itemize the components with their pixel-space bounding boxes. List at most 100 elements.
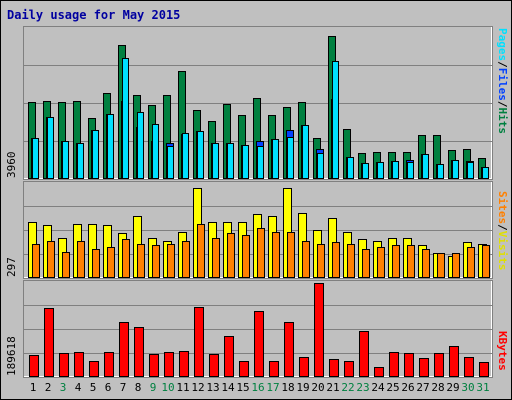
x-tick-label-day-10: 10 (161, 381, 175, 394)
pages-bar-day-20 (317, 153, 324, 179)
sites-bar-day-10 (167, 244, 175, 278)
x-tick-label-day-1: 1 (29, 381, 37, 394)
pages-bar-day-11 (182, 133, 189, 179)
pages-bar-day-27 (422, 154, 429, 179)
kbytes-bar-day-6 (104, 352, 114, 377)
kbytes-bar-day-1 (29, 355, 39, 377)
pages-bar-day-10 (167, 146, 174, 179)
sites-bar-day-25 (392, 245, 400, 278)
pages-bar-day-3 (62, 141, 69, 179)
sites-bar-day-30 (467, 247, 475, 278)
x-tick-label-day-21: 21 (326, 381, 340, 394)
sites-bar-day-31 (482, 245, 490, 278)
x-tick-label-day-28: 28 (431, 381, 445, 394)
visits-sites-panel (23, 181, 493, 279)
sites-bar-day-7 (122, 239, 130, 278)
kbytes-bar-day-11 (179, 351, 189, 377)
kbytes-bar-day-22 (344, 361, 354, 377)
sites-bar-day-6 (107, 247, 115, 278)
kbytes-bar-day-19 (299, 357, 309, 377)
hits-files-pages-legend: Pages/Files/Hits (495, 28, 509, 178)
x-tick-label-day-14: 14 (221, 381, 235, 394)
x-tick-label-day-24: 24 (371, 381, 385, 394)
hits-files-pages-panel (23, 26, 493, 180)
x-tick-label-day-31: 31 (476, 381, 490, 394)
kbytes-bar-day-3 (59, 353, 69, 377)
sites-bar-day-24 (377, 247, 385, 278)
kbytes-bar-day-24 (374, 367, 384, 377)
sites-bar-day-19 (302, 241, 310, 278)
pages-bar-day-29 (452, 160, 459, 179)
pages-bar-day-17 (272, 139, 279, 179)
sites-bar-day-20 (317, 244, 325, 278)
legend-files: Files (496, 67, 509, 101)
sites-bar-day-23 (362, 249, 370, 278)
hits-ymax-label: 3960 (5, 151, 18, 179)
kbytes-bar-day-10 (164, 352, 174, 377)
pages-bar-day-31 (482, 167, 489, 179)
kbytes-legend: KBytes (495, 331, 509, 377)
x-tick-label-day-22: 22 (341, 381, 355, 394)
legend-visits: Visits (496, 230, 509, 271)
x-tick-label-day-6: 6 (104, 381, 112, 394)
x-tick-label-day-3: 3 (59, 381, 67, 394)
sites-bar-day-15 (242, 235, 250, 278)
pages-bar-day-18 (287, 137, 294, 179)
kbytes-bar-day-17 (269, 361, 279, 377)
x-axis-day-labels: 1 2 3 4 5 6 7 8 9 10 11 12 13 14 15 16 17 18 19 20 21 22 23 24 2… (23, 381, 493, 397)
pages-bar-day-19 (302, 125, 309, 179)
kbytes-bar-day-30 (464, 357, 474, 377)
kbytes-bar-day-28 (434, 353, 444, 377)
x-tick-label-day-17: 17 (266, 381, 280, 394)
visits-ymax-label: 297 (5, 257, 18, 277)
legend-sep-3: / (496, 224, 509, 231)
kbytes-panel (23, 280, 493, 378)
sites-bar-day-28 (437, 253, 445, 278)
kbytes-bar-day-20 (314, 283, 324, 377)
pages-bar-day-4 (77, 143, 84, 179)
kbytes-bar-day-29 (449, 346, 459, 377)
x-tick-label-day-29: 29 (446, 381, 460, 394)
pages-bar-day-9 (152, 124, 159, 179)
pages-bar-day-28 (437, 164, 444, 179)
sites-bar-day-9 (152, 245, 160, 278)
sites-bar-day-11 (182, 241, 190, 278)
sites-bar-day-16 (257, 228, 265, 278)
legend-sep-1: / (496, 61, 509, 68)
x-tick-label-day-8: 8 (134, 381, 142, 394)
x-tick-label-day-25: 25 (386, 381, 400, 394)
x-tick-label-day-11: 11 (176, 381, 190, 394)
x-tick-label-day-26: 26 (401, 381, 415, 394)
kbytes-bar-day-12 (194, 307, 204, 377)
pages-bar-day-15 (242, 145, 249, 179)
pages-bar-day-7 (122, 58, 129, 179)
legend-sep-2: / (496, 100, 509, 108)
pages-bar-day-1 (32, 138, 39, 179)
visits-sites-legend: Sites/Visits (495, 191, 509, 277)
pages-bar-day-8 (137, 112, 144, 179)
sites-bar-day-21 (332, 242, 340, 278)
pages-bar-day-21 (332, 61, 339, 179)
legend-hits: Hits (496, 107, 509, 135)
x-tick-label-day-7: 7 (119, 381, 127, 394)
legend-pages: Pages (496, 28, 509, 62)
kbytes-bar-day-23 (359, 331, 369, 377)
x-tick-label-day-13: 13 (206, 381, 220, 394)
kbytes-bar-day-5 (89, 361, 99, 377)
x-tick-label-day-4: 4 (74, 381, 82, 394)
legend-kbytes: KBytes (496, 331, 509, 371)
kbytes-bar-day-18 (284, 322, 294, 377)
pages-bar-day-25 (392, 161, 399, 179)
pages-bar-day-13 (212, 143, 219, 179)
x-tick-label-day-2: 2 (44, 381, 52, 394)
sites-bar-day-2 (47, 241, 55, 278)
x-tick-label-day-30: 30 (461, 381, 475, 394)
chart-title: Daily usage for May 2015 (7, 8, 181, 22)
kbytes-bar-day-16 (254, 311, 264, 377)
sites-bar-day-18 (287, 232, 295, 278)
pages-bar-day-6 (107, 114, 114, 179)
sites-bar-day-14 (227, 233, 235, 278)
kbytes-bar-day-9 (149, 354, 159, 377)
x-tick-label-day-23: 23 (356, 381, 370, 394)
